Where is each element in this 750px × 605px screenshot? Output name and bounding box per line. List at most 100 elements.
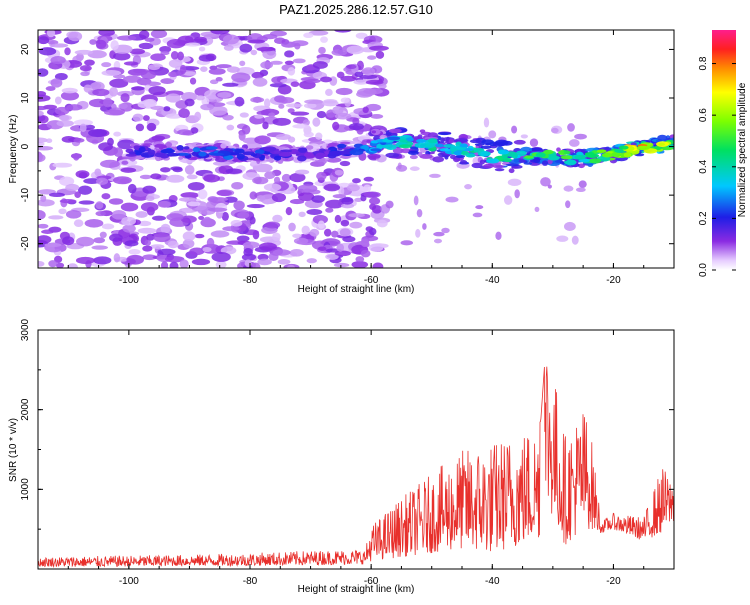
spectrogram-noise-cell xyxy=(62,236,75,246)
spectrogram-signal-cell xyxy=(450,154,457,160)
spectrogram-ridge-cell xyxy=(278,152,292,157)
spectrogram-noise-cell xyxy=(262,49,277,60)
spectrogram-noise-cell xyxy=(441,227,450,234)
spectrogram-noise-cell xyxy=(325,199,344,209)
spectrogram-noise-cell xyxy=(269,83,287,88)
spectrogram-noise-cell xyxy=(211,252,231,262)
colorbar-tick-label: 0.6 xyxy=(698,108,709,122)
spectrogram-noise-cell xyxy=(360,238,370,248)
spectrogram-signal-cell xyxy=(559,161,566,165)
spectrogram-ridge-cell xyxy=(623,152,632,158)
spectrogram-noise-cell xyxy=(185,42,201,47)
spectrogram-noise-cell xyxy=(385,200,394,209)
spectrogram-signal-cell xyxy=(178,156,184,160)
spectrogram-noise-cell xyxy=(563,185,574,192)
spectrogram-noise-cell xyxy=(433,231,445,237)
spectrogram-noise-cell xyxy=(290,111,310,116)
spectrogram-noise-cell xyxy=(303,131,314,138)
spectrogram-signal-cell xyxy=(448,138,455,144)
spectrogram-noise-cell xyxy=(195,95,205,101)
spectrogram-noise-cell xyxy=(236,235,250,242)
spectrogram-noise-cell xyxy=(160,261,169,268)
spectrogram-noise-cell xyxy=(88,98,108,108)
spectrogram-noise-cell xyxy=(41,229,54,234)
spectrogram-noise-cell xyxy=(191,258,211,266)
spectrogram-noise-cell xyxy=(359,74,378,79)
spectrogram-noise-cell xyxy=(254,135,271,145)
spectrogram-noise-cell xyxy=(278,96,295,104)
spectrogram-noise-cell xyxy=(308,30,329,36)
spectrogram-noise-cell xyxy=(38,209,46,220)
spectrogram-noise-cell xyxy=(139,174,152,180)
spectrogram-noise-cell xyxy=(318,46,326,55)
spectrogram-noise-cell xyxy=(334,30,352,33)
spectrogram-noise-cell xyxy=(464,184,473,190)
spectrogram-ridge-cell xyxy=(370,148,382,152)
spectrogram-noise-cell xyxy=(226,124,235,131)
spectrogram-noise-cell xyxy=(292,58,306,64)
spectrogram-noise-cell xyxy=(187,182,205,191)
spectrogram-noise-cell xyxy=(170,50,179,60)
spectrogram-noise-cell xyxy=(189,77,197,85)
spectrogram-signal-cell xyxy=(479,159,486,165)
spectrogram-noise-cell xyxy=(250,96,265,103)
spectrogram-noise-cell xyxy=(369,203,377,210)
spectrogram-noise-cell xyxy=(98,30,115,37)
spectrogram-noise-cell xyxy=(239,60,246,67)
spectrogram-noise-cell xyxy=(75,170,90,179)
spectrogram-noise-cell xyxy=(355,32,368,39)
snr-x-axis: -100 -80 -60 -40 -20 xyxy=(67,330,675,587)
spectrogram-noise-cell xyxy=(151,215,166,221)
spectrogram-noise-cell xyxy=(352,117,360,125)
spectrogram-noise-cell xyxy=(186,174,198,180)
spectrogram-noise-cell xyxy=(113,52,131,61)
figure-title: PAZ1.2025.286.12.57.G10 xyxy=(279,2,433,17)
spectrogram-noise-cell xyxy=(262,199,272,205)
spectrogram-noise-cell xyxy=(540,177,551,187)
spectrogram-ridge-cell xyxy=(250,153,258,157)
spectrogram-y-tick-label: -10 xyxy=(20,187,31,202)
spectrogram-x-tick-label: -80 xyxy=(243,275,258,286)
spectrogram-noise-cell xyxy=(258,242,277,251)
spectrogram-noise-cell xyxy=(75,256,95,265)
spectrogram-noise-cell xyxy=(250,49,258,56)
spectrogram-noise-cell xyxy=(148,85,166,96)
spectrogram-noise-cell xyxy=(126,254,144,265)
spectrogram-ridge-cell xyxy=(611,151,622,158)
spectrogram-noise-cell xyxy=(118,103,128,110)
spectrogram-noise-cell xyxy=(346,45,365,55)
spectrogram-noise-cell xyxy=(336,243,345,252)
spectrogram-noise-cell xyxy=(132,113,144,122)
spectrogram-noise-cell xyxy=(264,98,271,108)
spectrogram-noise-cell xyxy=(333,262,350,268)
spectrogram-signal-cell xyxy=(305,145,314,150)
spectrogram-noise-cell xyxy=(241,124,251,135)
colorbar-tick-label: 0.2 xyxy=(698,211,709,225)
spectrogram-ridge-cell xyxy=(524,155,534,159)
spectrogram-noise-cell xyxy=(84,218,104,228)
spectrogram-noise-cell xyxy=(325,88,333,97)
spectrogram-ridge-cell xyxy=(198,151,207,157)
spectrogram-noise-cell xyxy=(101,70,122,76)
spectrogram-noise-cell xyxy=(507,178,522,187)
snr-x-tick-label: -60 xyxy=(364,576,379,587)
spectrogram-noise-cell xyxy=(55,262,65,268)
spectrogram-signal-cell xyxy=(265,155,270,160)
spectrogram-noise-cell xyxy=(370,114,384,119)
spectrogram-noise-cell xyxy=(445,196,459,203)
spectrogram-noise-cell xyxy=(165,113,183,119)
spectrogram-signal-cell xyxy=(444,155,449,160)
spectrogram-noise-cell xyxy=(567,123,575,132)
spectrogram-noise-cell xyxy=(289,172,306,183)
spectrogram-signal-cell xyxy=(164,141,173,148)
spectrogram-noise-cell xyxy=(94,168,102,176)
spectrogram-noise-cell xyxy=(354,71,364,78)
spectrogram-noise-cell xyxy=(429,173,441,178)
spectrogram-noise-cell xyxy=(138,42,154,50)
spectrogram-noise-cell xyxy=(284,60,294,65)
spectrogram-noise-cell xyxy=(210,230,230,238)
spectrogram-noise-cell xyxy=(514,189,520,199)
spectrogram-noise-cell xyxy=(362,106,369,114)
snr-panel: -100 -80 -60 -40 -20 1000 2000 3000 Height of … xyxy=(8,318,675,595)
